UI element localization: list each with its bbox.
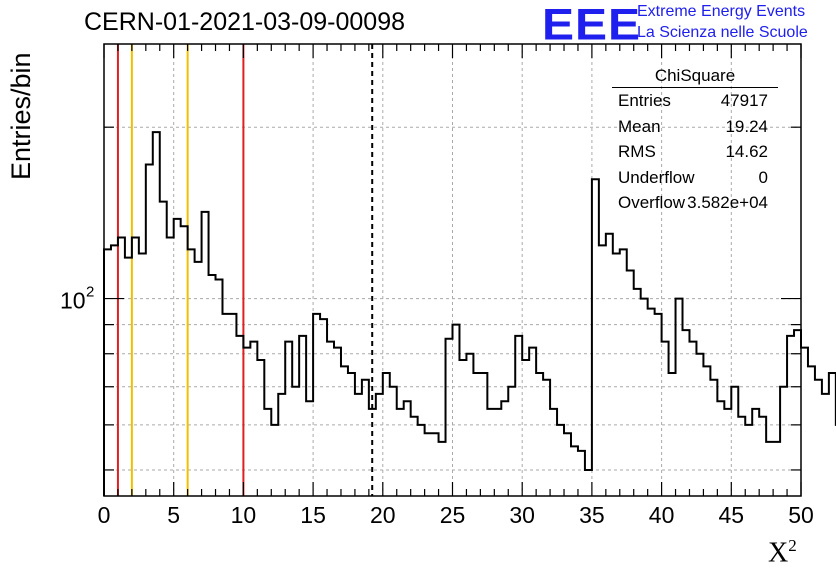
x-tick-label: 20 <box>370 502 396 528</box>
x-tick-label: 35 <box>579 502 605 528</box>
stats-row-underflow: Underflow 0 <box>618 167 768 187</box>
histogram-series <box>103 131 836 496</box>
y-axis-label: Entries/bin <box>6 52 36 180</box>
x-tick-label: 15 <box>300 502 326 528</box>
stats-name: ChiSquare <box>612 66 778 88</box>
y-tick-label-exponent: 2 <box>86 284 94 301</box>
x-tick-label: 30 <box>509 502 535 528</box>
x-tick-label: 25 <box>440 502 466 528</box>
x-tick-label: 40 <box>649 502 675 528</box>
stats-row-entries: Entries 47917 <box>618 91 768 110</box>
logo-text-line1: Extreme Energy Events <box>637 3 806 20</box>
logo-text-line2: La Scienza nelle Scuole <box>637 24 808 41</box>
stats-row-mean: Mean 19.24 <box>618 116 768 136</box>
reference-lines <box>116 44 374 496</box>
x-tick-label: 5 <box>167 502 180 528</box>
x-tick-label: 0 <box>98 502 111 528</box>
x-axis-label: X2 <box>768 536 797 569</box>
x-tick-label: 10 <box>231 502 257 528</box>
stats-row-rms: RMS 14.62 <box>618 142 768 161</box>
chart-title: CERN-01-2021-03-09-00098 <box>84 8 406 36</box>
stats-row-overflow: Overflow 3.582e+04 <box>618 193 768 212</box>
eee-logo: EEE <box>542 0 642 50</box>
stats-box: ChiSquare Entries 47917 Mean 19.24 RMS 14.6… <box>612 66 778 216</box>
x-tick-label: 45 <box>719 502 745 528</box>
y-tick-label: 10 <box>60 288 86 314</box>
x-tick-label: 50 <box>788 502 814 528</box>
